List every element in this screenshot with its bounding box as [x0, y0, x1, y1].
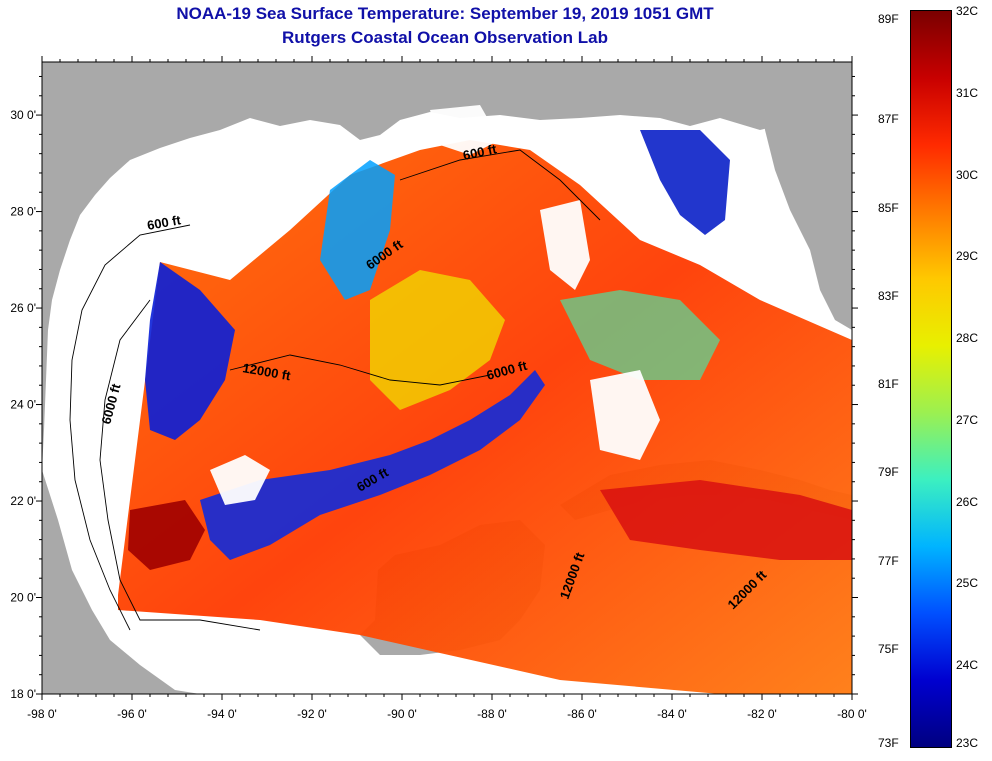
contour-shelf-north	[399, 149, 601, 221]
contour-12000ft	[229, 354, 491, 386]
colorbar-fahrenheit-label: 77F	[878, 553, 899, 568]
land-mexico-west	[42, 470, 200, 694]
colorbar-celsius-label: 23C	[956, 736, 979, 750]
cloud-gap-west	[210, 455, 270, 505]
contour-600ft	[69, 224, 191, 631]
temperature-colorbar	[910, 10, 952, 748]
colorbar-fahrenheit-label: 87F	[878, 112, 899, 127]
cloud-gap-north	[430, 105, 500, 155]
sst-green-band	[560, 290, 720, 380]
sst-cool-loop-current	[200, 370, 545, 560]
colorbar-fahrenheit-label: 75F	[878, 641, 899, 656]
colorbar-celsius-label: 27C	[956, 412, 979, 427]
lat-tick-label: 22 0'	[10, 494, 36, 508]
cloud-gap-east	[590, 370, 660, 460]
colorbar-fahrenheit-label: 85F	[878, 200, 899, 215]
colorbar-fahrenheit-label: 81F	[878, 377, 899, 391]
colorbar-celsius-label: 31C	[956, 85, 979, 100]
map-subtitle: Rutgers Coastal Ocean Observation Lab	[282, 28, 608, 47]
lat-tick-label: 28 0'	[10, 205, 36, 219]
colorbar-celsius-label: 24C	[956, 658, 979, 673]
sst-yellow-band	[370, 270, 505, 410]
lon-tick-label: -84 0'	[657, 707, 687, 721]
lon-tick-label: -98 0'	[27, 707, 57, 721]
colorbar-fahrenheit-label: 83F	[878, 288, 899, 303]
sst-hot-core-west	[128, 500, 205, 570]
colorbar-celsius-label: 28C	[956, 331, 979, 346]
land-florida	[760, 62, 852, 330]
lon-tick-label: -80 0'	[837, 707, 867, 721]
lon-tick-label: -96 0'	[117, 707, 147, 721]
lat-tick-label: 30 0'	[10, 108, 36, 122]
lon-tick-label: -90 0'	[387, 707, 417, 721]
lon-tick-label: -86 0'	[567, 707, 597, 721]
longitude-ticks: -98 0' -96 0' -94 0' -92 0' -90 0' -88 0' -86 …	[27, 56, 867, 721]
colorbar-celsius-label: 26C	[956, 494, 979, 509]
colorbar-celsius-label: 32C	[956, 4, 979, 18]
sst-cool-northeast	[640, 130, 730, 235]
lon-tick-label: -92 0'	[297, 707, 327, 721]
colorbar-fahrenheit-label: 89F	[878, 12, 899, 26]
contour-label: 600 ft	[146, 212, 183, 233]
map-title: NOAA-19 Sea Surface Temperature: Septemb…	[176, 4, 714, 23]
colorbar-celsius-label: 29C	[956, 249, 979, 264]
sst-cool-filament-west	[145, 262, 235, 440]
contour-label: 600 ft	[462, 141, 499, 163]
colorbar-celsius-label: 25C	[956, 576, 979, 591]
colorbar-celsius-label: 30C	[956, 167, 979, 182]
colorbar-fahrenheit-label: 73F	[878, 736, 899, 750]
cloud-gap-central	[540, 200, 590, 290]
latitude-ticks: 18 0' 20 0' 22 0' 24 0' 26 0' 28 0' 30 0'	[10, 75, 858, 701]
lat-tick-label: 24 0'	[10, 398, 36, 412]
plot-border	[41, 61, 853, 695]
contour-6000ft	[99, 299, 261, 631]
sst-cool-northcentral	[320, 160, 395, 300]
lat-tick-label: 26 0'	[10, 301, 36, 315]
sst-hot-caribbean	[600, 480, 852, 560]
lat-tick-label: 18 0'	[10, 687, 36, 701]
lon-tick-label: -94 0'	[207, 707, 237, 721]
colorbar-fahrenheit-label: 79F	[878, 465, 899, 480]
lon-tick-label: -88 0'	[477, 707, 507, 721]
lat-tick-label: 20 0'	[10, 591, 36, 605]
lon-tick-label: -82 0'	[747, 707, 777, 721]
